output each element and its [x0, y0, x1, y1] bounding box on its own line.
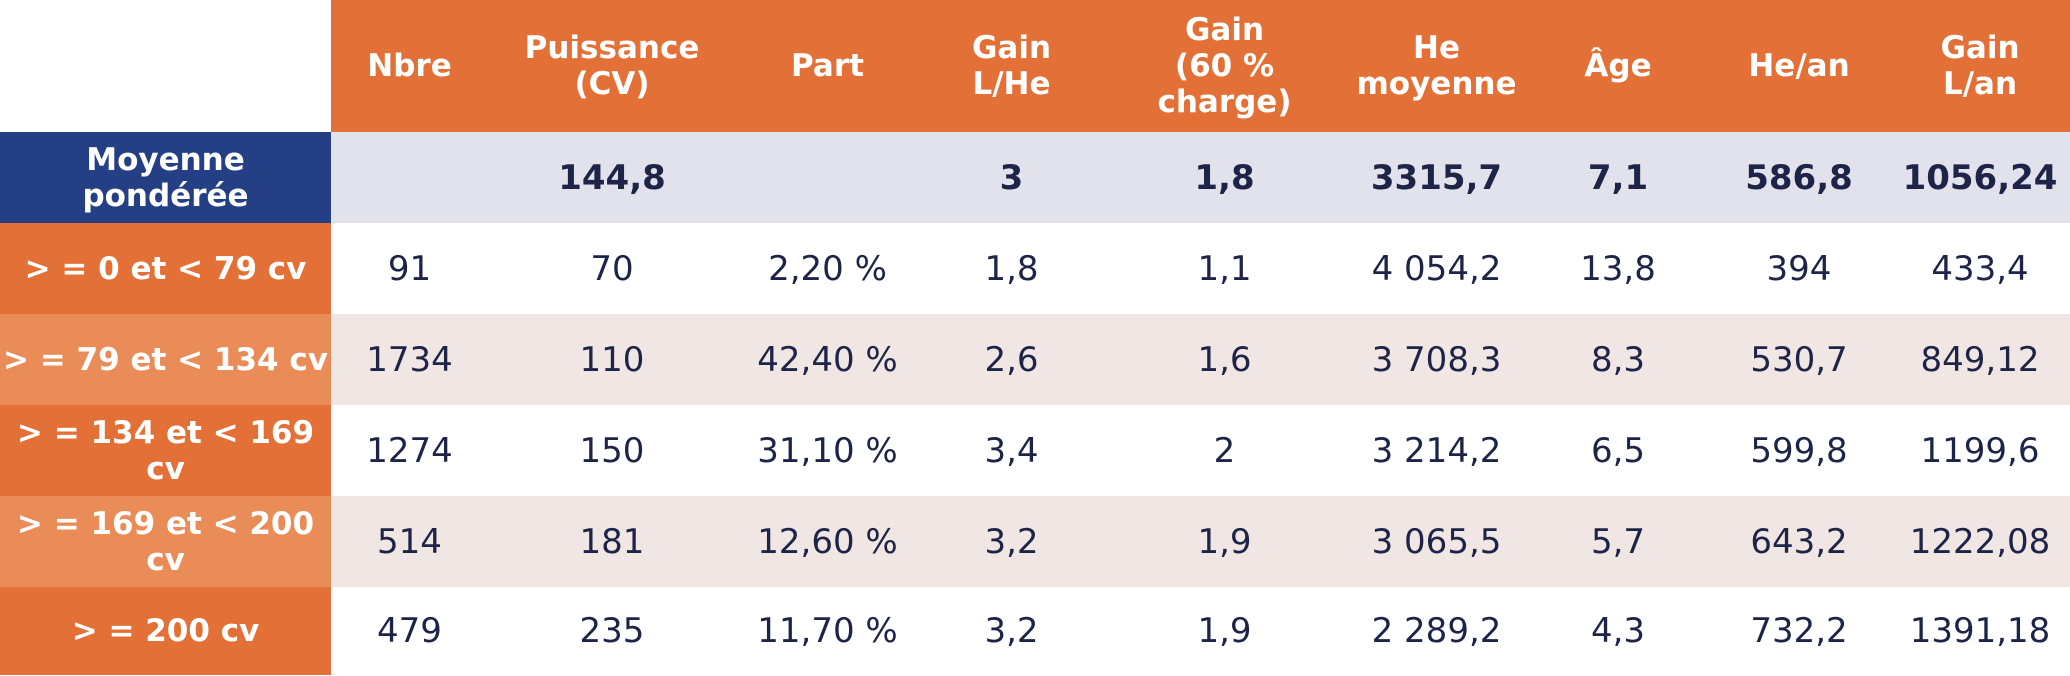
header-puissance-line-2: (CV) — [574, 66, 650, 102]
table-row: > = 134 et < 169 cv 1274 150 31,10 % 3,4… — [0, 405, 2070, 496]
table-cell: 11,70 % — [736, 587, 919, 675]
table-row: > = 169 et < 200 cv 514 181 12,60 % 3,2 … — [0, 496, 2070, 587]
header-he-an: He/an — [1708, 0, 1890, 132]
table-cell: 3,2 — [919, 587, 1104, 675]
header-gain-charge: Gain (60 % charge) — [1104, 0, 1345, 132]
header-he-moyenne-line-1: He — [1413, 30, 1460, 66]
table-cell: 599,8 — [1708, 405, 1890, 496]
table-cell — [736, 132, 919, 223]
table-cell: 1056,24 — [1890, 132, 2070, 223]
row-label: > = 0 et < 79 cv — [0, 223, 331, 314]
table-cell: 70 — [488, 223, 736, 314]
header-nbre-line-1: Nbre — [367, 48, 452, 84]
table-cell: 4,3 — [1528, 587, 1708, 675]
table-row: > = 79 et < 134 cv 1734 110 42,40 % 2,6 … — [0, 314, 2070, 405]
table-cell: 1274 — [331, 405, 488, 496]
table-cell: 3 — [919, 132, 1104, 223]
row-label: > = 134 et < 169 cv — [0, 405, 331, 496]
table-cell: 1,6 — [1104, 314, 1345, 405]
header-nbre: Nbre — [331, 0, 488, 132]
table-cell: 1,9 — [1104, 587, 1345, 675]
header-gain-l-he-line-2: L/He — [972, 66, 1051, 102]
table-cell: 530,7 — [1708, 314, 1890, 405]
table-cell: 13,8 — [1528, 223, 1708, 314]
row-label: > = 169 et < 200 cv — [0, 496, 331, 587]
header-gain-l-an: Gain L/an — [1890, 0, 2070, 132]
table-cell: 1,9 — [1104, 496, 1345, 587]
table-row: > = 0 et < 79 cv 91 70 2,20 % 1,8 1,1 4 … — [0, 223, 2070, 314]
header-gain-charge-line-1: Gain — [1184, 12, 1265, 48]
table-cell: 2 289,2 — [1345, 587, 1528, 675]
header-age: Âge — [1528, 0, 1708, 132]
table-cell: 3,2 — [919, 496, 1104, 587]
header-gain-l-an-line-2: L/an — [1942, 66, 2018, 102]
table-cell: 3315,7 — [1345, 132, 1528, 223]
table-cell: 4 054,2 — [1345, 223, 1528, 314]
table-cell: 3 065,5 — [1345, 496, 1528, 587]
header-he-moyenne: He moyenne — [1345, 0, 1528, 132]
table-cell: 394 — [1708, 223, 1890, 314]
table-cell: 3,4 — [919, 405, 1104, 496]
table-cell: 91 — [331, 223, 488, 314]
table-cell: 2,6 — [919, 314, 1104, 405]
table-cell: 1,8 — [1104, 132, 1345, 223]
table-cell: 514 — [331, 496, 488, 587]
table-cell: 1,8 — [919, 223, 1104, 314]
table-cell: 586,8 — [1708, 132, 1890, 223]
table-cell: 12,60 % — [736, 496, 919, 587]
header-gain-l-an-line-1: Gain — [1940, 30, 2020, 66]
header-gain-l-he: Gain L/He — [919, 0, 1104, 132]
table-cell: 732,2 — [1708, 587, 1890, 675]
table-cell: 7,1 — [1528, 132, 1708, 223]
table-cell: 6,5 — [1528, 405, 1708, 496]
table-cell: 3 708,3 — [1345, 314, 1528, 405]
table-cell: 2 — [1104, 405, 1345, 496]
header-corner — [0, 0, 331, 132]
average-row: Moyenne pondérée 144,8 3 1,8 3315,7 7,1 … — [0, 132, 2070, 223]
table-cell: 1199,6 — [1890, 405, 2070, 496]
table-cell: 1,1 — [1104, 223, 1345, 314]
header-puissance: Puissance (CV) — [488, 0, 736, 132]
row-label: > = 79 et < 134 cv — [0, 314, 331, 405]
table-cell: 1391,18 — [1890, 587, 2070, 675]
table-cell — [331, 132, 488, 223]
header-he-an-line-1: He/an — [1748, 48, 1850, 84]
average-row-label: Moyenne pondérée — [0, 132, 331, 223]
table-cell: 5,7 — [1528, 496, 1708, 587]
header-gain-charge-line-2: (60 % charge) — [1157, 48, 1292, 120]
table-cell: 1222,08 — [1890, 496, 2070, 587]
row-label: > = 200 cv — [0, 587, 331, 675]
table-cell: 643,2 — [1708, 496, 1890, 587]
table-cell: 849,12 — [1890, 314, 2070, 405]
table-cell: 150 — [488, 405, 736, 496]
table-cell: 3 214,2 — [1345, 405, 1528, 496]
table-cell: 1734 — [331, 314, 488, 405]
header-row: Nbre Puissance (CV) Part Gain L/He Gain … — [0, 0, 2070, 132]
table-cell: 235 — [488, 587, 736, 675]
header-he-moyenne-line-2: moyenne — [1356, 66, 1517, 102]
table-cell: 181 — [488, 496, 736, 587]
table-cell: 144,8 — [488, 132, 736, 223]
header-part: Part — [736, 0, 919, 132]
table-cell: 2,20 % — [736, 223, 919, 314]
table-cell: 433,4 — [1890, 223, 2070, 314]
header-age-line-1: Âge — [1584, 48, 1652, 84]
table-cell: 8,3 — [1528, 314, 1708, 405]
table-cell: 31,10 % — [736, 405, 919, 496]
table-row: > = 200 cv 479 235 11,70 % 3,2 1,9 2 289… — [0, 587, 2070, 675]
table-cell: 110 — [488, 314, 736, 405]
header-puissance-line-1: Puissance — [524, 30, 700, 66]
table-cell: 479 — [331, 587, 488, 675]
header-part-line-1: Part — [791, 48, 864, 84]
table-cell: 42,40 % — [736, 314, 919, 405]
header-gain-l-he-line-1: Gain — [971, 30, 1052, 66]
